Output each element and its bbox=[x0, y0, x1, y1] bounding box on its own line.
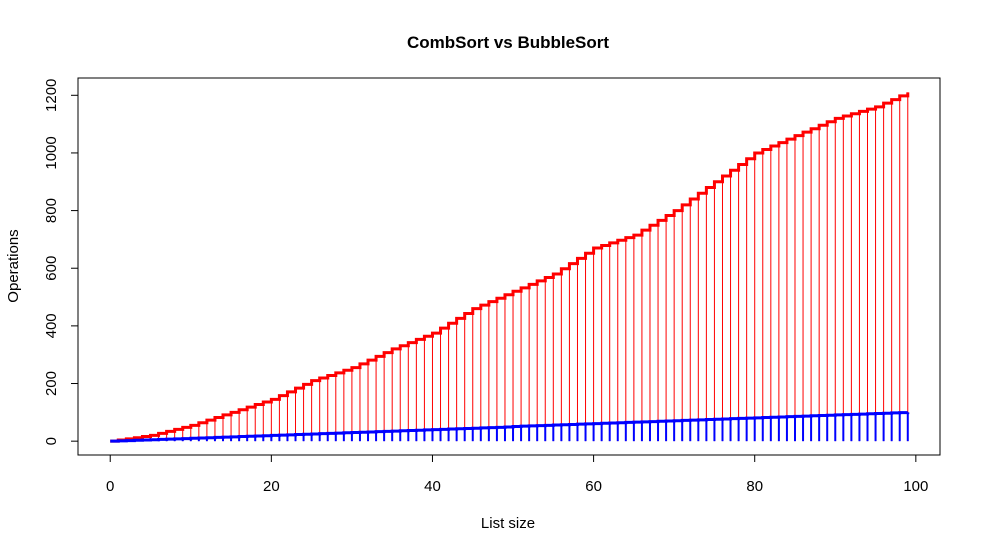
x-tick-label: 100 bbox=[903, 478, 928, 495]
y-tick-label: 800 bbox=[43, 198, 60, 223]
series-bubblesort bbox=[110, 92, 910, 443]
x-tick-label: 80 bbox=[746, 478, 763, 495]
y-tick-label: 0 bbox=[43, 437, 60, 445]
step-line bbox=[110, 92, 910, 443]
step-line bbox=[110, 411, 910, 443]
plot-area bbox=[110, 92, 910, 443]
y-tick-label: 400 bbox=[43, 313, 60, 338]
y-axis-label: Operations bbox=[5, 229, 22, 302]
x-tick-label: 20 bbox=[263, 478, 280, 495]
x-axis-label: List size bbox=[481, 515, 535, 532]
chart-title: CombSort vs BubbleSort bbox=[407, 33, 609, 52]
series-combsort bbox=[110, 411, 910, 443]
x-tick-label: 40 bbox=[424, 478, 441, 495]
y-tick-label: 600 bbox=[43, 256, 60, 281]
x-tick-label: 0 bbox=[106, 478, 114, 495]
y-tick-label: 1200 bbox=[43, 79, 60, 112]
y-tick-label: 200 bbox=[43, 371, 60, 396]
y-axis: 0 200 400 600 800 1000 1200 bbox=[43, 79, 79, 445]
x-tick-label: 60 bbox=[585, 478, 602, 495]
y-tick-label: 1000 bbox=[43, 136, 60, 169]
x-axis: 0 20 40 60 80 100 bbox=[106, 454, 928, 495]
